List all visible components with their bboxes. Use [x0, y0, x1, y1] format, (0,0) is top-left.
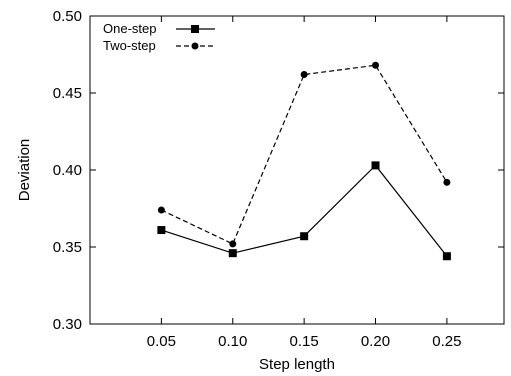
x-axis: 0.05 0.10 0.15 0.20 0.25	[147, 16, 461, 350]
x-tick-label: 0.25	[432, 333, 461, 350]
x-tick-label: 0.05	[147, 333, 176, 350]
x-tick-label: 0.10	[218, 333, 247, 350]
legend-label: Two-step	[103, 38, 156, 53]
y-tick-label: 0.50	[53, 8, 82, 25]
series-line-1	[161, 64, 448, 245]
legend-label: One-step	[103, 21, 156, 36]
data-point	[157, 226, 166, 235]
legend-marker	[191, 42, 199, 50]
y-axis-title: Deviation	[16, 139, 33, 202]
data-point	[157, 206, 165, 214]
legend-marker	[191, 25, 199, 33]
data-point	[442, 252, 451, 261]
data-point	[443, 178, 451, 186]
series-layer	[157, 61, 451, 261]
data-point	[300, 71, 308, 79]
y-axis: 0.30 0.35 0.40 0.45 0.50	[53, 8, 504, 333]
data-point	[372, 61, 380, 69]
data-point	[229, 240, 237, 248]
data-point	[228, 249, 237, 258]
y-tick-label: 0.40	[53, 162, 82, 179]
plot-frame	[89, 15, 505, 325]
y-tick-label: 0.35	[53, 239, 82, 256]
x-axis-title: Step length	[259, 356, 335, 373]
legend: One-step Two-step	[103, 21, 215, 53]
data-point	[371, 161, 380, 170]
y-tick-label: 0.30	[53, 316, 82, 333]
x-tick-label: 0.15	[290, 333, 319, 350]
x-tick-label: 0.20	[361, 333, 390, 350]
y-tick-label: 0.45	[53, 85, 82, 102]
series-line-0	[161, 164, 448, 257]
data-point	[300, 232, 309, 241]
